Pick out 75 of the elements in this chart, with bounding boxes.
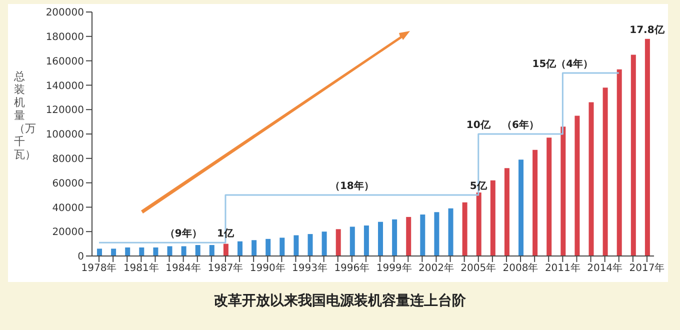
annotation: 10亿 [466,119,492,131]
y-tick-label: 200000 [46,8,84,19]
annotation: （6年） [502,119,540,131]
bar [574,116,580,256]
x-tick-label: 2011年 [544,262,580,274]
y-tick-label: 140000 [46,80,84,92]
bar [434,212,440,256]
y-tick-label: 180000 [46,32,84,43]
x-tick-label: 2017年 [629,262,665,274]
annotation: 1亿 [216,228,235,240]
bar [406,216,412,256]
bar [476,192,482,256]
bar [588,102,594,256]
bar [518,160,524,256]
bar [97,248,102,256]
bar [308,234,313,256]
x-tick-label: 1996年 [334,262,370,274]
bar [532,150,538,256]
bar [462,202,468,256]
bar [238,241,242,256]
y-tick-label: 160000 [46,56,84,68]
x-tick-label: 2008年 [502,262,538,274]
bar [364,226,369,256]
bar [223,244,228,256]
x-tick-label: 1984年 [166,262,202,274]
bar [644,38,650,256]
y-tick-label: 20000 [52,227,84,238]
x-tick-label: 1981年 [123,262,159,274]
bar [350,226,355,256]
x-tick-label: 1993年 [292,262,328,274]
bar [139,247,144,256]
bar [378,222,383,256]
annotation: （18年） [330,180,374,192]
y-axis-title: 总装机量（万千瓦） [14,70,36,161]
bar [280,238,285,256]
bar [420,214,426,256]
bar [252,240,257,256]
bar [167,246,172,256]
y-tick-label: 120000 [46,105,84,116]
bar [392,219,398,256]
annotation: 5亿 [470,180,488,192]
x-tick-label: 2002年 [418,262,454,274]
bar [209,245,214,256]
annotation: （9年） [164,228,202,240]
bar [560,126,566,256]
bar [111,248,116,256]
y-tick-label: 100000 [46,130,84,141]
bar [125,247,130,256]
y-tick-label: 0 [78,252,84,263]
bar [336,229,341,256]
text: 改革开放以来我国电源装机容量连上台阶 [213,292,467,310]
bar [504,168,510,256]
bar [181,246,186,256]
bar [266,238,271,256]
bar [602,88,608,256]
bar [195,245,200,256]
bar [294,235,299,256]
annotation: 17.8亿 [630,24,666,36]
x-tick-label: 1987年 [208,262,244,274]
bar [322,232,327,256]
x-tick-label: 1990年 [250,262,286,274]
bar [153,247,158,256]
x-tick-label: 1999年 [376,262,412,274]
bar [630,54,636,256]
x-tick-label: 1978年 [81,262,117,274]
y-tick-label: 60000 [52,178,84,190]
bar [546,138,552,256]
bar [490,180,496,256]
annotation: 15亿（4年） [532,58,594,70]
x-tick-label: 2014年 [587,262,623,274]
y-tick-label: 40000 [52,202,84,214]
bar [448,208,454,256]
bar [616,69,622,256]
x-tick-label: 2005年 [460,262,496,274]
y-tick-label: 80000 [52,154,84,165]
